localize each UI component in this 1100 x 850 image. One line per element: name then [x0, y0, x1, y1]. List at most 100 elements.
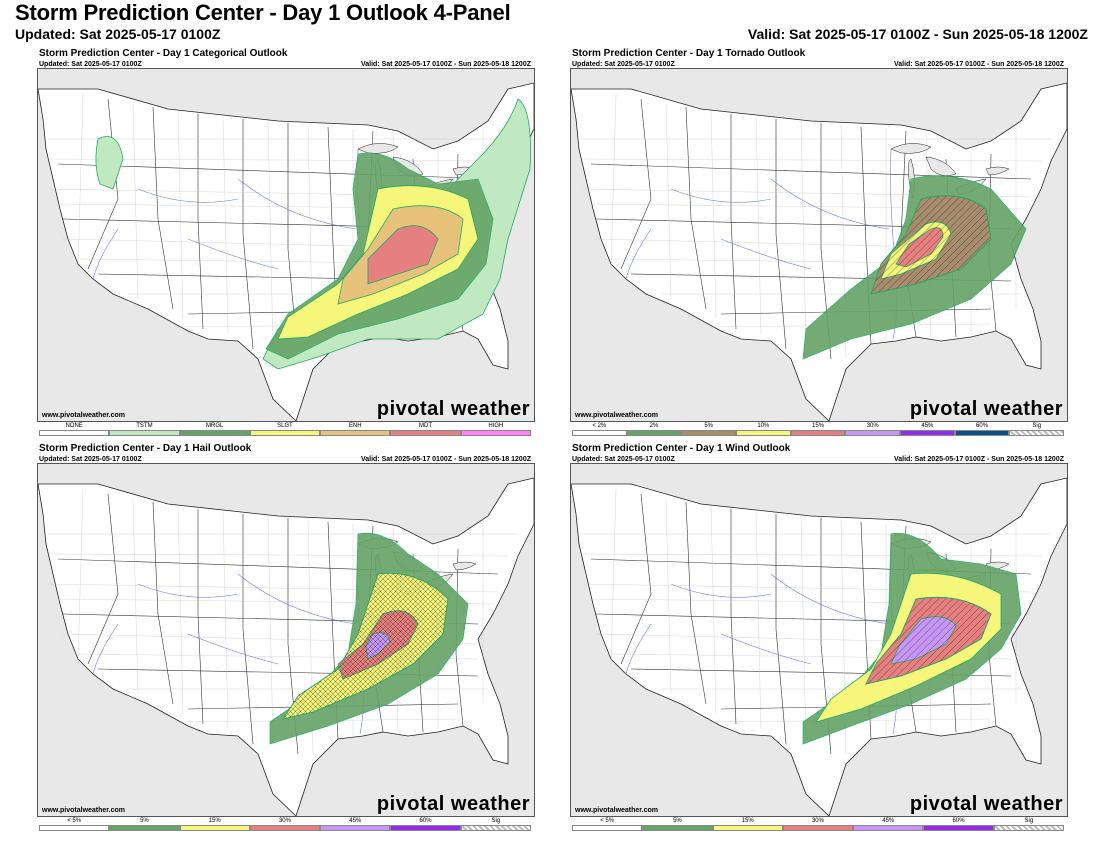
legend-label: 30%: [278, 818, 291, 824]
legend-swatch: [179, 430, 250, 436]
panel-valid: Valid: Sat 2025-05-17 0100Z - Sun 2025-0…: [360, 456, 531, 463]
legend-swatch: [572, 430, 627, 436]
legend-item: MDT: [390, 423, 461, 436]
legend-label: ENH: [348, 423, 362, 429]
legend-label: Sig: [491, 818, 501, 824]
legend-swatch: [390, 825, 461, 831]
legend-item: Sig: [993, 818, 1064, 831]
panel-categorical: Storm Prediction Center - Day 1 Categori…: [37, 48, 535, 438]
legend-label: 45%: [921, 423, 934, 429]
legend-item: 5%: [109, 818, 180, 831]
legend-item: 60%: [954, 423, 1010, 436]
legend-swatch: [460, 825, 531, 831]
legend-swatch: [681, 430, 737, 436]
legend-item: < 5%: [39, 818, 110, 831]
legend-item: 60%: [390, 818, 461, 831]
panel-updated: Updated: Sat 2025-05-17 0100Z: [39, 61, 142, 68]
brand-logo: pivotal weather: [909, 398, 1063, 420]
page-title: Storm Prediction Center - Day 1 Outlook …: [15, 0, 511, 25]
legend-item: Sig: [1009, 423, 1065, 436]
legend-swatch: [39, 825, 110, 831]
legend-item: Sig: [460, 818, 531, 831]
legend-item: HIGH: [460, 423, 531, 436]
legend: < 5% 5% 15% 30% 45% 60% Sig: [572, 818, 1064, 831]
site-url: www.pivotalweather.com: [42, 412, 125, 419]
legend-label: 60%: [952, 818, 965, 824]
brand-logo: pivotal weather: [909, 793, 1063, 815]
legend-swatch: [642, 825, 713, 831]
legend-swatch: [320, 825, 391, 831]
legend-swatch: [954, 430, 1010, 436]
legend-label: 15%: [812, 423, 825, 429]
panel-title: Storm Prediction Center - Day 1 Hail Out…: [39, 443, 252, 454]
legend-label: 5%: [140, 818, 149, 824]
site-url: www.pivotalweather.com: [575, 412, 658, 419]
map-categorical: www.pivotalweather.com pivotal weather: [37, 68, 535, 422]
legend-label: Sig: [1024, 818, 1034, 824]
legend-swatch: [249, 430, 321, 436]
legend-swatch: [923, 825, 994, 831]
site-url: www.pivotalweather.com: [42, 807, 125, 814]
legend-label: MDT: [419, 423, 433, 429]
map-wind: www.pivotalweather.com pivotal weather: [570, 463, 1068, 817]
legend-swatch: [179, 825, 250, 831]
legend-label: 10%: [757, 423, 770, 429]
legend-swatch: [790, 430, 846, 436]
legend-label: 30%: [866, 423, 879, 429]
legend-swatch: [782, 825, 854, 831]
legend-item: 5%: [681, 423, 737, 436]
legend-item: 45%: [853, 818, 924, 831]
legend-item: 15%: [790, 423, 846, 436]
legend-swatch: [626, 430, 682, 436]
legend-swatch: [900, 430, 955, 436]
legend-item: 30%: [845, 423, 901, 436]
legend-item: 15%: [712, 818, 783, 831]
legend-label: 5%: [673, 818, 682, 824]
legend-swatch: [39, 430, 110, 436]
legend-label: 15%: [741, 818, 754, 824]
legend-label: 15%: [208, 818, 221, 824]
legend-item: NONE: [39, 423, 110, 436]
legend-item: 30%: [249, 818, 321, 831]
legend: NONE TSTM MRGL SLGT ENH MDT HIGH: [39, 423, 531, 436]
legend-item: ENH: [320, 423, 391, 436]
panel-title: Storm Prediction Center - Day 1 Categori…: [39, 48, 288, 59]
legend-label: Sig: [1032, 423, 1042, 429]
legend-item: 30%: [782, 818, 854, 831]
legend-item: < 2%: [572, 423, 627, 436]
legend-label: 5%: [704, 423, 714, 429]
legend-swatch: [853, 825, 924, 831]
legend-item: < 5%: [572, 818, 643, 831]
legend-item: 10%: [736, 423, 791, 436]
legend-item: MRGL: [179, 423, 250, 436]
panel-tornado: Storm Prediction Center - Day 1 Tornado …: [570, 48, 1068, 438]
legend-item: 45%: [320, 818, 391, 831]
legend-label: MRGL: [206, 423, 224, 429]
panel-valid: Valid: Sat 2025-05-17 0100Z - Sun 2025-0…: [893, 456, 1064, 463]
legend-item: 15%: [179, 818, 250, 831]
legend-swatch: [572, 825, 643, 831]
legend-swatch: [390, 430, 461, 436]
legend-label: 45%: [882, 818, 895, 824]
site-url: www.pivotalweather.com: [575, 807, 658, 814]
panel-wind: Storm Prediction Center - Day 1 Wind Out…: [570, 443, 1068, 833]
panel-updated: Updated: Sat 2025-05-17 0100Z: [39, 456, 142, 463]
panel-title: Storm Prediction Center - Day 1 Tornado …: [572, 48, 806, 59]
legend-label: < 5%: [67, 818, 82, 824]
valid-time: Valid: Sat 2025-05-17 0100Z - Sun 2025-0…: [747, 26, 1088, 42]
legend-item: 60%: [923, 818, 994, 831]
panel-title: Storm Prediction Center - Day 1 Wind Out…: [572, 443, 791, 454]
legend-label: < 2%: [592, 423, 607, 429]
panel-valid: Valid: Sat 2025-05-17 0100Z - Sun 2025-0…: [893, 61, 1064, 68]
legend-item: TSTM: [109, 423, 180, 436]
legend-label: 45%: [349, 818, 362, 824]
panel-updated: Updated: Sat 2025-05-17 0100Z: [572, 61, 675, 68]
brand-logo: pivotal weather: [376, 398, 530, 420]
legend: < 5% 5% 15% 30% 45% 60% Sig: [39, 818, 531, 831]
legend-swatch: [736, 430, 791, 436]
legend-label: NONE: [65, 423, 83, 429]
legend-swatch: [320, 430, 391, 436]
legend-label: 30%: [811, 818, 824, 824]
legend-swatch: [712, 825, 783, 831]
legend-label: HIGH: [488, 423, 504, 429]
